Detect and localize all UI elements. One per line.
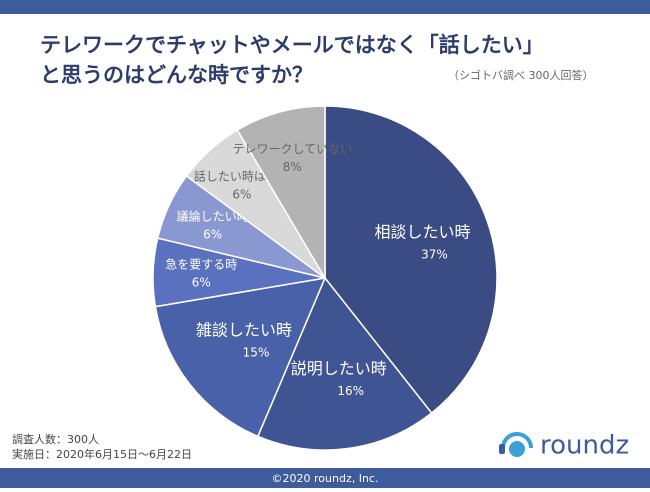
slice-label: テレワークしていない (232, 142, 352, 156)
slice-label: 急を要する時 (165, 256, 237, 271)
top-bar (0, 0, 650, 14)
logo-text: roundz (540, 431, 629, 461)
slice-label: 相談したい時 (374, 223, 470, 242)
value-label: 37% (421, 248, 448, 262)
note: 調査人数：300人 (12, 432, 99, 446)
note: 実施日：2020年6月15日〜6月22日 (12, 447, 192, 461)
pie: 相談したい時 37% 説明したい時 16% 雑談したい時 15% 急を要する時 6% 議論したい… (152, 105, 498, 451)
footer: ©2020 roundz, Inc. (272, 472, 379, 485)
logo-icon (501, 432, 533, 449)
subtitle: （シゴトバ調べ 300人回答） (448, 68, 594, 82)
bottom-bar (0, 468, 650, 488)
title-line: と思うのはどんな時ですか？ (40, 63, 313, 87)
value-label: 6% (192, 275, 211, 289)
pie-slice (154, 277, 327, 438)
slice-label: 雑談したい時 (196, 320, 292, 339)
value-label: 16% (337, 384, 364, 398)
value-label: 15% (243, 345, 270, 359)
logo: roundz (499, 431, 629, 461)
pie-slice (256, 276, 433, 451)
logo-icon (509, 441, 525, 457)
value-label: 6% (203, 227, 222, 241)
value-label: 6% (232, 188, 251, 202)
pie-slice (324, 105, 498, 415)
title-line: テレワークでチャットやメールではなく「話したい」 (40, 33, 544, 57)
logo-icon (499, 444, 505, 454)
slice-label: 説明したい時 (291, 359, 387, 378)
slice-label: 議論したい時 (177, 208, 249, 223)
pie-slice (236, 105, 326, 281)
value-label: 8% (283, 160, 302, 174)
